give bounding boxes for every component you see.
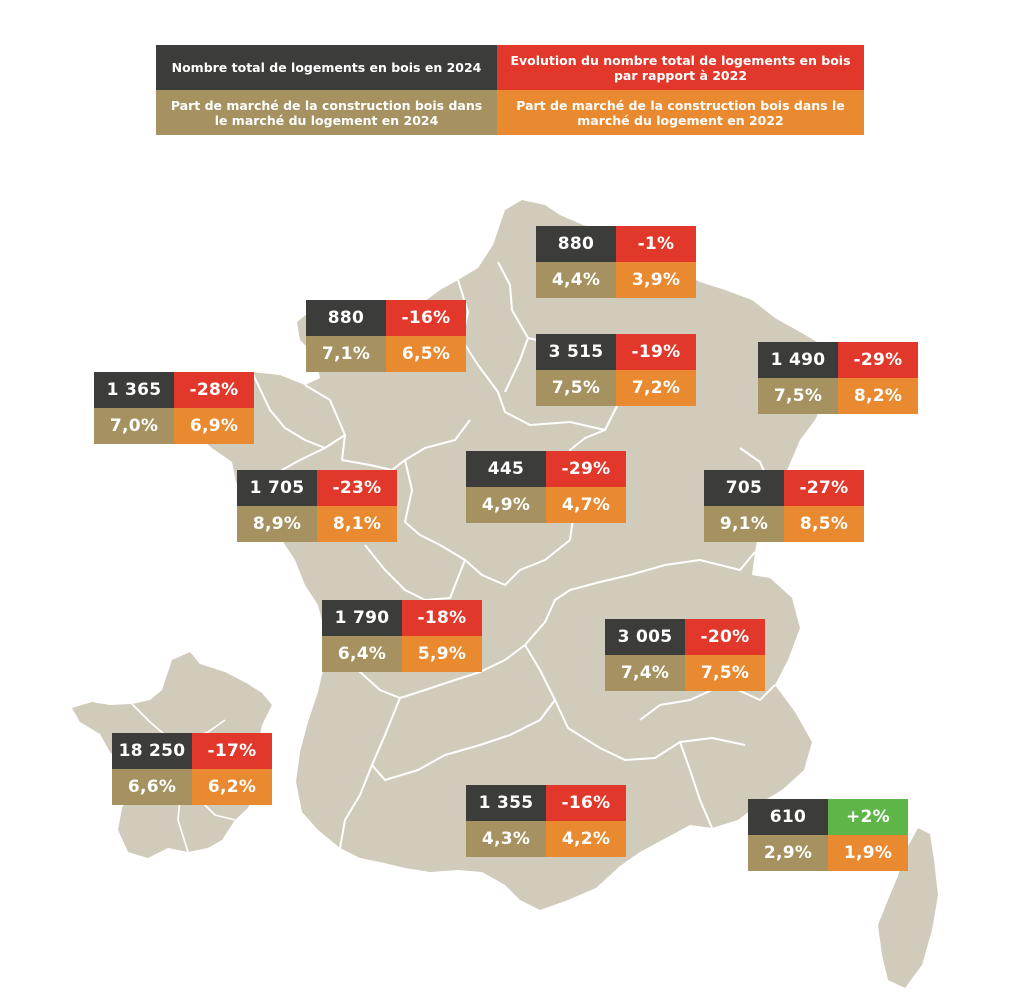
region-total: 3 515 (536, 334, 616, 370)
region-total: 610 (748, 799, 828, 835)
region-box: 1 705 -23% 8,9% 8,1% (237, 470, 397, 542)
region-evolution: -27% (784, 470, 864, 506)
region-evolution: +2% (828, 799, 908, 835)
region-share-2022: 6,2% (192, 769, 272, 805)
region-share-2024: 4,9% (466, 487, 546, 523)
region-evolution: -19% (616, 334, 696, 370)
region-box: 705 -27% 9,1% 8,5% (704, 470, 864, 542)
region-total: 705 (704, 470, 784, 506)
region-box: 880 -1% 4,4% 3,9% (536, 226, 696, 298)
region-share-2024: 2,9% (748, 835, 828, 871)
region-share-2022: 6,5% (386, 336, 466, 372)
region-share-2024: 7,5% (758, 378, 838, 414)
region-box: 3 515 -19% 7,5% 7,2% (536, 334, 696, 406)
region-share-2024: 7,4% (605, 655, 685, 691)
region-share-2022: 3,9% (616, 262, 696, 298)
region-evolution: -29% (546, 451, 626, 487)
region-evolution: -23% (317, 470, 397, 506)
region-share-2024: 6,4% (322, 636, 402, 672)
region-evolution: -29% (838, 342, 918, 378)
region-share-2024: 7,5% (536, 370, 616, 406)
region-total: 880 (536, 226, 616, 262)
region-total: 1 365 (94, 372, 174, 408)
region-box: 1 355 -16% 4,3% 4,2% (466, 785, 626, 857)
region-share-2024: 9,1% (704, 506, 784, 542)
legend-total-2024: Nombre total de logements en bois en 202… (156, 45, 497, 90)
region-share-2024: 7,0% (94, 408, 174, 444)
region-share-2024: 6,6% (112, 769, 192, 805)
legend-share-2024: Part de marché de la construction bois d… (156, 90, 497, 135)
region-total: 18 250 (112, 733, 192, 769)
legend: Nombre total de logements en bois en 202… (156, 45, 864, 135)
region-evolution: -20% (685, 619, 765, 655)
region-share-2022: 4,2% (546, 821, 626, 857)
region-box: 1 790 -18% 6,4% 5,9% (322, 600, 482, 672)
legend-share-2022: Part de marché de la construction bois d… (497, 90, 864, 135)
region-evolution: -1% (616, 226, 696, 262)
region-share-2022: 7,5% (685, 655, 765, 691)
region-total: 1 355 (466, 785, 546, 821)
region-total: 3 005 (605, 619, 685, 655)
region-share-2022: 7,2% (616, 370, 696, 406)
region-evolution: -16% (386, 300, 466, 336)
region-share-2024: 4,4% (536, 262, 616, 298)
region-total: 1 490 (758, 342, 838, 378)
region-box: 1 365 -28% 7,0% 6,9% (94, 372, 254, 444)
region-share-2022: 5,9% (402, 636, 482, 672)
region-share-2022: 8,2% (838, 378, 918, 414)
region-share-2024: 8,9% (237, 506, 317, 542)
region-total: 1 705 (237, 470, 317, 506)
region-box: 610 +2% 2,9% 1,9% (748, 799, 908, 871)
region-total: 1 790 (322, 600, 402, 636)
region-share-2022: 8,1% (317, 506, 397, 542)
region-share-2024: 4,3% (466, 821, 546, 857)
region-box: 18 250 -17% 6,6% 6,2% (112, 733, 272, 805)
region-box: 445 -29% 4,9% 4,7% (466, 451, 626, 523)
region-total: 445 (466, 451, 546, 487)
legend-evolution: Evolution du nombre total de logements e… (497, 45, 864, 90)
region-share-2024: 7,1% (306, 336, 386, 372)
region-evolution: -28% (174, 372, 254, 408)
region-box: 880 -16% 7,1% 6,5% (306, 300, 466, 372)
region-share-2022: 1,9% (828, 835, 908, 871)
region-evolution: -17% (192, 733, 272, 769)
region-share-2022: 4,7% (546, 487, 626, 523)
region-evolution: -18% (402, 600, 482, 636)
region-share-2022: 6,9% (174, 408, 254, 444)
region-share-2022: 8,5% (784, 506, 864, 542)
region-box: 3 005 -20% 7,4% 7,5% (605, 619, 765, 691)
region-total: 880 (306, 300, 386, 336)
corsica-shape (878, 828, 938, 988)
region-evolution: -16% (546, 785, 626, 821)
region-box: 1 490 -29% 7,5% 8,2% (758, 342, 918, 414)
